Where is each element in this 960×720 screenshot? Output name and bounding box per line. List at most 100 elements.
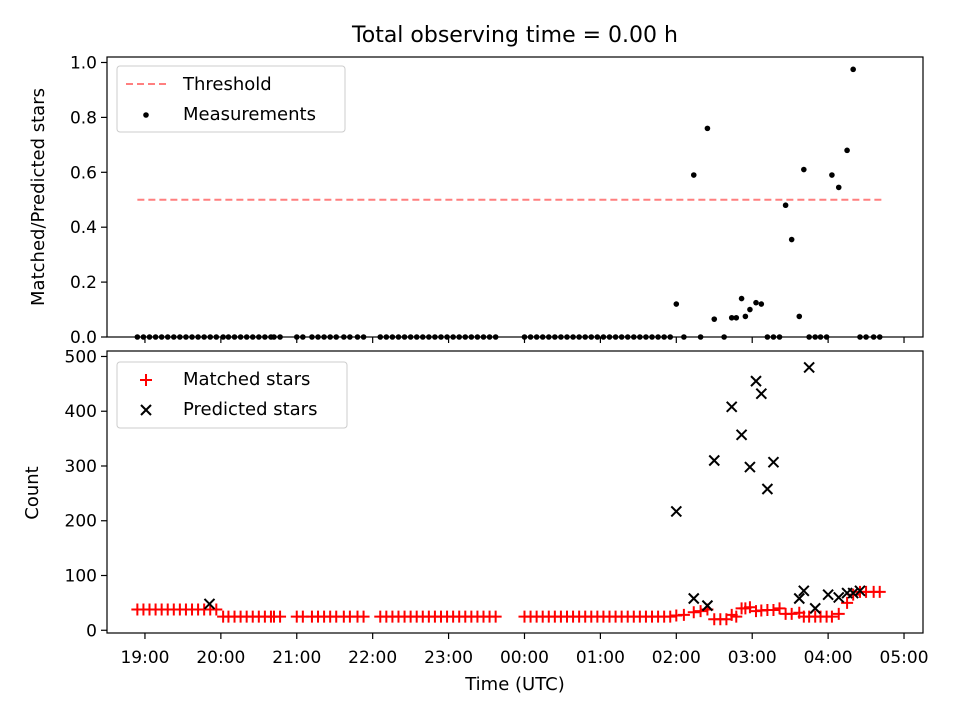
x-axis-label: Time (UTC) bbox=[464, 674, 565, 695]
x-tick-label: 00:00 bbox=[500, 648, 549, 668]
bottom-y-tick-label: 200 bbox=[65, 512, 97, 532]
predicted-stars-point bbox=[726, 401, 738, 413]
x-tick-label: 22:00 bbox=[348, 648, 397, 668]
matched-stars-point bbox=[687, 606, 700, 619]
top-y-tick-label: 0.8 bbox=[70, 108, 97, 128]
measurements-point bbox=[788, 236, 795, 243]
bottom-y-ticks: 0 100 200 300 400 500 bbox=[65, 347, 905, 641]
legend-measurements-label: Measurements bbox=[183, 104, 316, 125]
predicted-stars-point bbox=[847, 587, 859, 599]
predicted-stars-point bbox=[744, 461, 756, 473]
x-tick-label: 05:00 bbox=[880, 648, 929, 668]
predicted-stars-point bbox=[767, 456, 780, 468]
top-legend-box bbox=[116, 65, 346, 133]
x-tick-label: 20:00 bbox=[196, 648, 245, 668]
predicted-stars-point bbox=[809, 602, 821, 615]
predicted-stars-point bbox=[670, 505, 683, 518]
bottom-y-tick-label: 500 bbox=[65, 347, 97, 367]
bottom-y-tick-label: 0 bbox=[86, 621, 97, 641]
top-y-tick-label: 0.6 bbox=[70, 163, 97, 183]
legend-threshold-label: Threshold bbox=[182, 74, 272, 95]
legend-predicted-label: Predicted stars bbox=[183, 399, 317, 420]
chart-title: Total observing time = 0.00 h bbox=[351, 23, 678, 48]
measurements-point bbox=[704, 125, 711, 132]
top-y-tick-label: 0.2 bbox=[70, 273, 97, 293]
measurements-point bbox=[850, 66, 856, 73]
measurements-point bbox=[844, 147, 850, 154]
predicted-stars-point bbox=[793, 592, 805, 605]
bottom-legend-box bbox=[116, 361, 348, 429]
top-y-ticks: 0.0 0.2 0.4 0.6 0.8 1.0 bbox=[70, 53, 905, 348]
predicted-stars-point bbox=[854, 585, 866, 597]
matched-stars-point bbox=[832, 607, 845, 620]
matched-stars-point bbox=[730, 610, 743, 623]
legend-measurements-dot bbox=[143, 112, 149, 118]
measurements-point bbox=[835, 184, 842, 191]
predicted-stars-point bbox=[822, 588, 834, 601]
predicted-stars-point bbox=[750, 375, 762, 387]
x-axis: 19:00 20:00 21:00 22:00 23:00 00:00 01:00 02:00… bbox=[120, 648, 928, 668]
matched-stars-point bbox=[743, 601, 756, 614]
top-y-tick-label: 0.0 bbox=[70, 328, 97, 348]
bottom-legend: Matched stars Predicted stars bbox=[116, 361, 348, 429]
bottom-y-axis-label: Count bbox=[22, 466, 43, 519]
predicted-stars-point bbox=[203, 598, 216, 610]
top-axes-frame bbox=[106, 56, 924, 338]
predicted-stars-point bbox=[688, 592, 700, 605]
legend-predicted-marker bbox=[140, 404, 152, 416]
measurements-point bbox=[742, 313, 749, 320]
predicted-stars-point bbox=[755, 388, 768, 400]
bottom-y-tick-label: 100 bbox=[65, 567, 97, 587]
legend-matched-label: Matched stars bbox=[183, 369, 310, 390]
measurements-point bbox=[829, 172, 835, 178]
bottom-y-tick-label: 300 bbox=[65, 457, 97, 477]
top-plot-area bbox=[134, 66, 886, 340]
matched-stars-point bbox=[785, 607, 798, 620]
top-y-tick-label: 1.0 bbox=[70, 53, 97, 73]
top-legend: Threshold Measurements bbox=[116, 65, 346, 133]
predicted-stars-point bbox=[708, 454, 720, 467]
matched-stars-point bbox=[825, 610, 838, 623]
measurements-point bbox=[801, 166, 807, 173]
x-tick-label: 04:00 bbox=[804, 648, 853, 668]
x-tick-label: 02:00 bbox=[652, 648, 701, 668]
bottom-panel: 0 100 200 300 400 500 Count Matched stars Pre… bbox=[22, 347, 924, 641]
predicted-stars-point bbox=[803, 361, 815, 374]
legend-matched-marker bbox=[140, 374, 152, 386]
x-tick-label: 21:00 bbox=[272, 648, 321, 668]
matched-stars-point bbox=[773, 602, 786, 615]
top-panel: 0.0 0.2 0.4 0.6 0.8 1.0 Matched/Predicted sta… bbox=[28, 53, 924, 348]
matched-stars-point bbox=[210, 603, 223, 616]
matched-stars-point bbox=[274, 610, 287, 623]
bottom-axes-frame bbox=[106, 350, 924, 634]
measurements-point bbox=[796, 313, 803, 320]
matched-stars-point bbox=[694, 605, 707, 618]
matched-stars-point bbox=[664, 610, 677, 623]
bottom-plot-area bbox=[131, 361, 886, 626]
measurements-point bbox=[711, 316, 718, 322]
measurements-point bbox=[747, 306, 753, 313]
measurements-point bbox=[690, 172, 697, 178]
top-y-tick-label: 0.4 bbox=[70, 218, 97, 238]
matched-stars-point bbox=[873, 585, 886, 598]
matched-stars-point bbox=[767, 604, 780, 617]
measurements-point bbox=[728, 314, 735, 321]
bottom-y-tick-label: 400 bbox=[65, 402, 97, 422]
x-tick-label: 01:00 bbox=[576, 648, 625, 668]
predicted-stars-point bbox=[735, 429, 748, 441]
measurements-point bbox=[782, 202, 789, 209]
measurements-point bbox=[753, 299, 759, 306]
predicted-stars-point bbox=[761, 483, 774, 495]
predicted-stars-point bbox=[833, 591, 845, 604]
measurements-point bbox=[673, 301, 680, 307]
measurements-point bbox=[738, 295, 745, 302]
matched-stars-point bbox=[677, 608, 690, 621]
x-tick-label: 23:00 bbox=[424, 648, 473, 668]
x-tick-label: 19:00 bbox=[120, 648, 169, 668]
predicted-stars-point bbox=[701, 599, 714, 612]
matched-stars-point bbox=[357, 610, 370, 623]
measurements-point bbox=[733, 314, 740, 321]
x-tick-label: 03:00 bbox=[728, 648, 777, 668]
predicted-stars-point bbox=[798, 585, 810, 597]
